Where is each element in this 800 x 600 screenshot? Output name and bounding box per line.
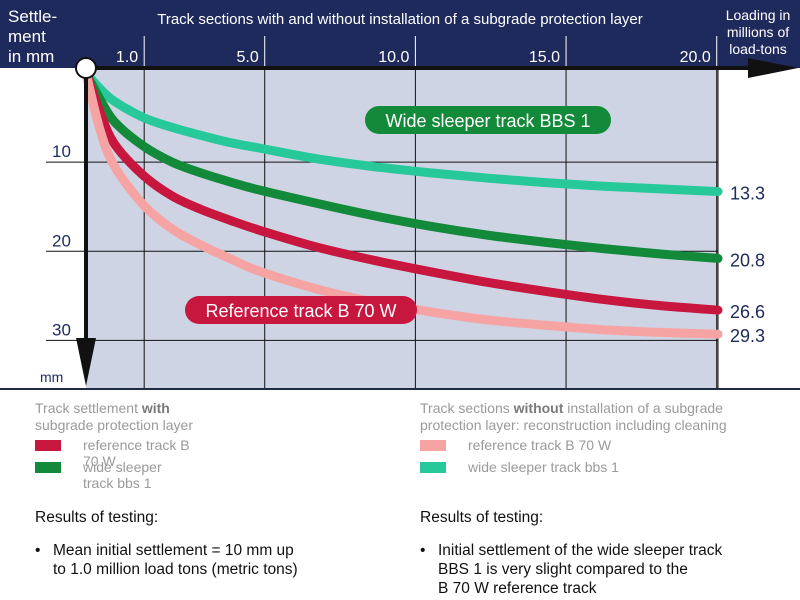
right-title-line-1: Loading in [726,7,791,23]
end-value-label: 20.8 [730,250,765,270]
legend-item-ref-with: reference track B 70 W [35,437,193,469]
swatch-ref-with [35,440,61,451]
ref-label: Reference track B 70 W [205,301,396,321]
top-title: Track sections with and without installa… [157,11,643,28]
header-bar [86,0,718,36]
end-value-label: 29.3 [730,326,765,346]
wide-label: Wide sleeper track BBS 1 [385,111,590,131]
bullet-dot: • [420,542,426,559]
y-tick-label: 30 [52,320,71,339]
wide-label-pill [365,106,611,134]
x-tick-label: 5.0 [236,49,258,66]
y-title-line-2: ment [8,27,46,46]
right-title-line-3: load-tons [729,41,787,57]
end-value-labels: 13.3 20.8 26.6 29.3 [730,184,765,347]
left-margin [0,68,86,388]
settlement-chart: Track sections with and without installa… [0,0,800,388]
results-right-bullet: • Initial settlement of the wide sleeper… [420,542,723,597]
y-title-box [0,0,86,68]
right-title-box [718,0,800,68]
y-tick-labels: 10 20 30 [52,142,71,339]
x-tick-label: 20.0 [680,49,711,66]
legend: Track settlement with subgrade protectio… [0,388,800,497]
x-tick-bar [86,36,718,68]
swatch-wide-with [35,462,61,473]
end-value-label: 26.6 [730,302,765,322]
series-line [81,68,723,197]
results-section: Results of testing: • Mean initial settl… [0,495,800,600]
end-value-label: 13.3 [730,184,765,204]
results-left-bullet: • Mean initial settlement = 10 mm up to … [35,542,298,578]
series-line [81,68,723,315]
legend-item-wide-without: wide sleeper track bbs 1 [420,459,727,478]
x-axis-arrow [748,58,798,78]
x-tick-label: 10.0 [378,49,409,66]
bullet-dot: • [35,542,41,559]
y-title-line-3: in mm [8,47,54,66]
y-axis-arrow [76,338,96,386]
results-left: Results of testing: • Mean initial settl… [35,509,395,579]
y-unit: mm [40,369,63,385]
y-title-line-1: Settle- [8,7,57,26]
y-tick-label: 20 [52,231,71,250]
results-right: Results of testing: • Initial settlement… [420,509,780,598]
legend-without-heading: Track sections without installation of a… [420,400,727,433]
legend-with-heading: Track settlement with subgrade protectio… [35,400,193,433]
x-tick-label: 1.0 [116,49,138,66]
series-line [81,68,723,339]
right-margin [718,68,800,388]
swatch-wide-without [420,462,446,473]
series-line [81,68,723,263]
swatch-ref-without [420,440,446,451]
y-tick-label: 10 [52,142,71,161]
x-tick-labels: 1.0 5.0 10.0 15.0 20.0 [116,36,718,68]
ref-label-pill [185,296,417,324]
legend-without: Track sections without installation of a… [420,400,727,478]
legend-item-wide-with: wide sleeper track bbs 1 [35,459,193,491]
series-lines [81,68,723,339]
results-left-title: Results of testing: [35,509,159,526]
x-tick-label: 15.0 [529,49,560,66]
right-title-line-2: millions of [727,24,789,40]
origin-circle [75,57,97,79]
legend-with: Track settlement with subgrade protectio… [35,400,193,491]
results-right-title: Results of testing: [420,509,544,526]
legend-item-ref-without: reference track B 70 W [420,437,727,456]
